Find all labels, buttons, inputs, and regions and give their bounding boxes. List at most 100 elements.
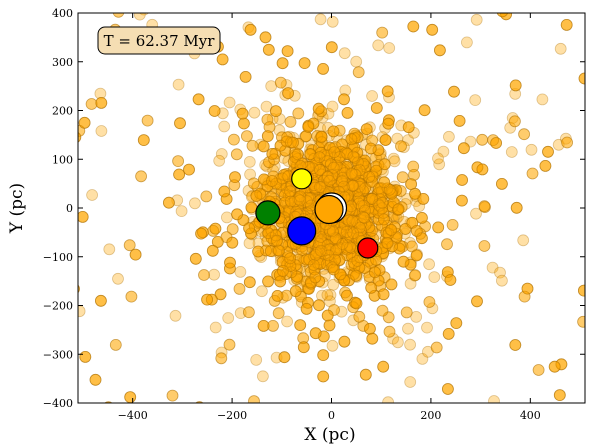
- background-star: [335, 149, 348, 162]
- background-star: [246, 189, 259, 202]
- background-star: [265, 80, 278, 92]
- background-star: [441, 270, 453, 283]
- x-tick-label: −200: [217, 409, 247, 422]
- background-star: [398, 215, 411, 228]
- background-star: [356, 223, 369, 236]
- background-star: [325, 229, 337, 242]
- background-star: [338, 274, 351, 287]
- background-star: [509, 339, 522, 351]
- background-star: [315, 130, 328, 143]
- background-star: [320, 144, 333, 157]
- background-star: [536, 93, 549, 106]
- background-star: [174, 117, 186, 130]
- background-star: [328, 247, 341, 260]
- background-star: [373, 182, 385, 195]
- background-star: [313, 151, 326, 164]
- background-star: [257, 319, 270, 332]
- background-star: [298, 254, 311, 267]
- background-star: [577, 315, 585, 328]
- background-star: [309, 267, 322, 280]
- background-star: [313, 156, 325, 169]
- background-star: [311, 149, 324, 162]
- background-star: [366, 134, 379, 147]
- background-star: [337, 155, 350, 168]
- background-star: [409, 187, 421, 200]
- background-star: [346, 248, 359, 261]
- background-star: [78, 116, 91, 129]
- background-star: [338, 167, 351, 180]
- background-star: [330, 154, 343, 166]
- background-star: [209, 222, 222, 235]
- background-star: [321, 254, 334, 267]
- background-star: [298, 57, 311, 69]
- background-star: [423, 258, 436, 271]
- background-star: [259, 31, 272, 44]
- background-star: [237, 214, 250, 227]
- x-tick-label: 200: [420, 409, 441, 422]
- background-star: [330, 240, 343, 253]
- background-star: [342, 214, 355, 227]
- background-star: [294, 280, 307, 293]
- background-star: [368, 202, 381, 215]
- background-star: [243, 222, 256, 235]
- background-star: [298, 203, 311, 216]
- background-star: [324, 256, 337, 269]
- background-star: [315, 130, 328, 143]
- background-star: [257, 319, 270, 332]
- background-star: [344, 216, 357, 229]
- background-star: [376, 26, 389, 39]
- background-star: [509, 339, 522, 351]
- background-star: [382, 396, 394, 403]
- background-star: [312, 163, 325, 176]
- background-star: [378, 176, 391, 189]
- background-star: [353, 180, 366, 192]
- background-star: [542, 145, 554, 158]
- background-star: [333, 241, 345, 254]
- y-tick-label: −100: [43, 251, 73, 264]
- background-star: [320, 171, 333, 184]
- background-star: [281, 258, 294, 271]
- background-star: [353, 261, 366, 274]
- background-star: [397, 255, 410, 268]
- background-star: [206, 244, 219, 257]
- background-star: [326, 236, 339, 249]
- background-star: [363, 194, 376, 207]
- background-star: [409, 189, 422, 202]
- background-star: [340, 184, 353, 197]
- background-star: [352, 223, 365, 236]
- background-star: [319, 142, 332, 155]
- x-tick-label: 400: [520, 409, 541, 422]
- background-star: [200, 190, 213, 203]
- background-star: [377, 288, 390, 301]
- background-star: [385, 278, 398, 291]
- background-star: [123, 239, 136, 252]
- background-star: [276, 264, 289, 277]
- background-star: [261, 113, 274, 126]
- background-star: [361, 177, 374, 190]
- background-star: [289, 285, 302, 298]
- background-star: [388, 221, 401, 234]
- background-star: [343, 274, 355, 287]
- background-star: [350, 227, 363, 240]
- background-star: [314, 154, 327, 167]
- background-star: [288, 195, 301, 208]
- background-star: [294, 262, 307, 275]
- background-star: [460, 36, 473, 49]
- background-star: [302, 191, 315, 204]
- background-star: [272, 244, 285, 257]
- background-star: [303, 253, 316, 266]
- background-star: [224, 256, 236, 269]
- background-star: [364, 193, 377, 206]
- background-star: [383, 91, 395, 104]
- background-star: [280, 135, 293, 148]
- background-star: [135, 170, 148, 183]
- background-star: [207, 224, 220, 237]
- background-star: [355, 185, 368, 198]
- background-star: [245, 190, 258, 203]
- background-star: [341, 107, 354, 119]
- background-star: [259, 174, 272, 187]
- background-star: [426, 302, 439, 315]
- background-star: [495, 177, 508, 190]
- background-star: [377, 360, 390, 373]
- background-star: [510, 201, 523, 214]
